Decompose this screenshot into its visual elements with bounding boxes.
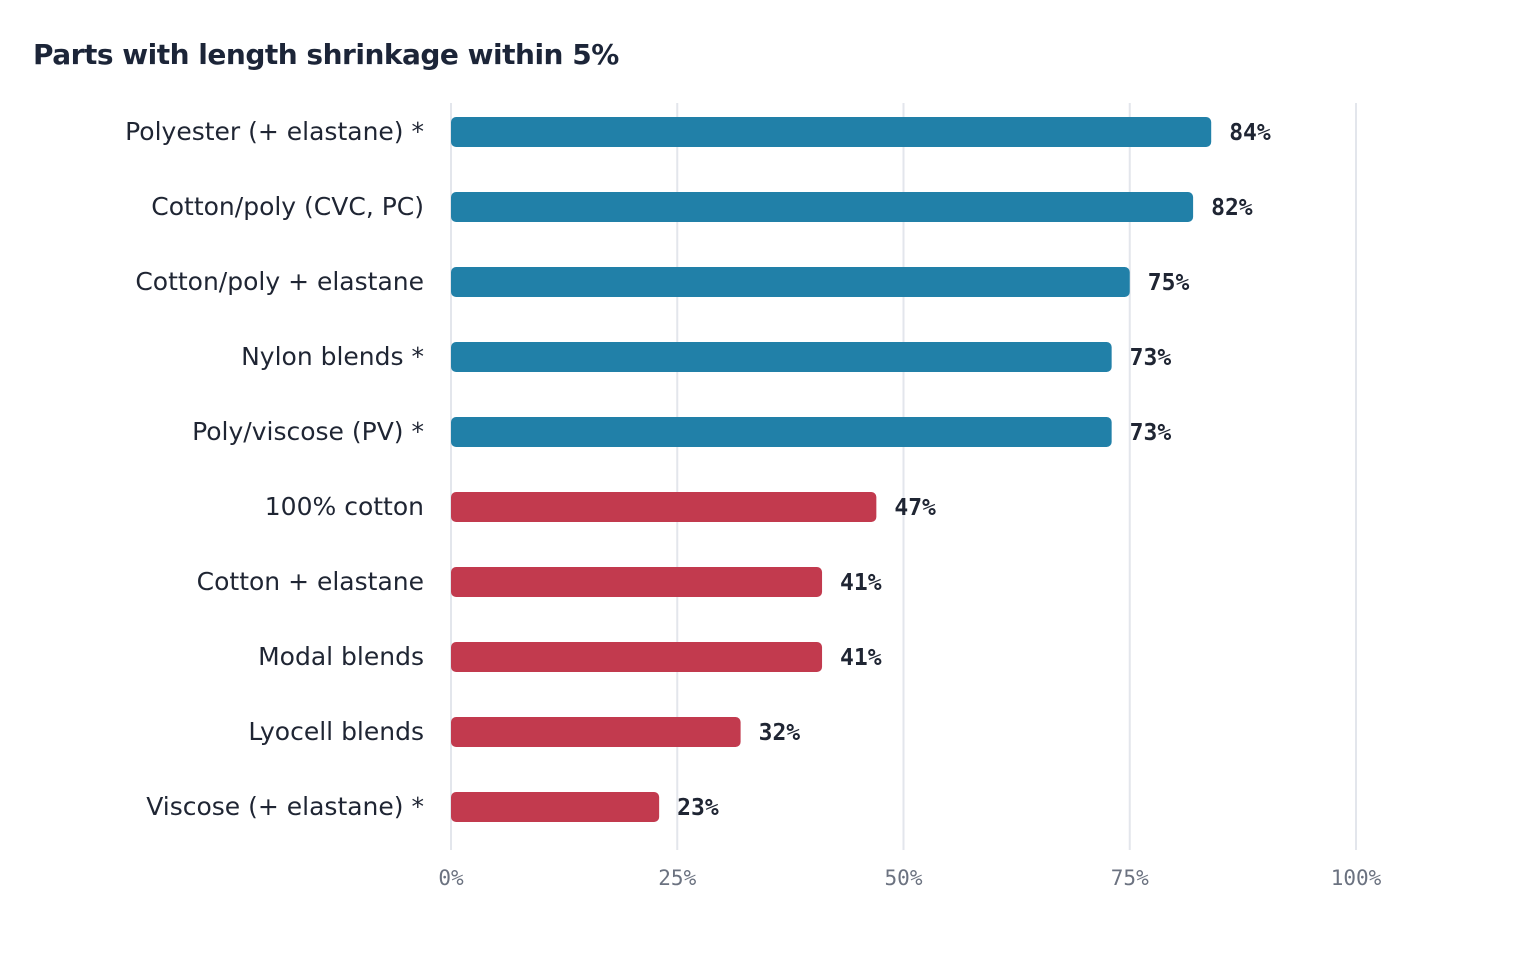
bar [451,567,823,597]
value-label: 84% [1229,120,1271,146]
x-tick-label: 0% [438,866,464,890]
category-label: Polyester (+ elastane) * [125,117,424,146]
bars [451,117,1212,822]
value-label: 73% [1130,420,1172,446]
category-label: Modal blends [258,642,424,671]
x-tick-label: 75% [1111,866,1149,890]
value-label: 23% [677,795,719,821]
category-label: Cotton/poly + elastane [135,267,424,296]
category-label: Cotton/poly (CVC, PC) [151,192,424,221]
bar [451,642,823,672]
value-label: 82% [1211,195,1253,221]
bar [451,792,660,822]
category-label: Viscose (+ elastane) * [146,792,424,821]
value-label: 32% [759,720,801,746]
value-labels: 84% 82% 75% 73% 73% 47% 41% 41% 32% 23% [677,120,1271,821]
x-axis-ticks: 0% 25% 50% 75% 100% [438,866,1381,890]
category-label: Cotton + elastane [197,567,424,596]
x-tick-label: 100% [1331,866,1382,890]
category-labels: Polyester (+ elastane) * Cotton/poly (CVC… [125,117,424,821]
x-tick-label: 50% [885,866,923,890]
category-label: Nylon blends * [241,342,424,371]
chart-title: Parts with length shrinkage within 5% [33,38,619,71]
bar [451,342,1112,372]
value-label: 41% [840,570,882,596]
value-label: 75% [1148,270,1190,296]
category-label: Poly/viscose (PV) * [192,417,424,446]
bar [451,267,1130,297]
bar [451,717,741,747]
category-label: 100% cotton [265,492,424,521]
category-label: Lyocell blends [248,717,424,746]
value-label: 73% [1130,345,1172,371]
bar [451,117,1212,147]
value-label: 41% [840,645,882,671]
bar [451,492,877,522]
bar [451,192,1194,222]
bar [451,417,1112,447]
value-label: 47% [894,495,936,521]
x-tick-label: 25% [658,866,696,890]
